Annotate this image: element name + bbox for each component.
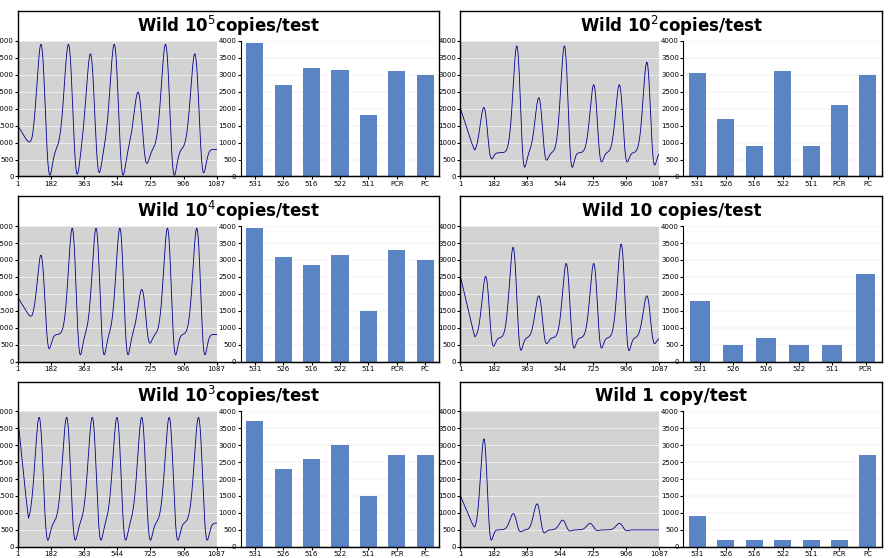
Text: Wild 1 copy/test: Wild 1 copy/test [595, 387, 748, 405]
Bar [717, 119, 734, 176]
Bar [723, 345, 743, 362]
Text: Wild 10$^{5}$copies/test: Wild 10$^{5}$copies/test [137, 14, 321, 38]
Bar [859, 75, 877, 176]
Bar [388, 71, 405, 176]
Bar [774, 71, 791, 176]
Bar [331, 255, 348, 362]
Bar [331, 70, 348, 176]
Text: Wild 10$^{4}$copies/test: Wild 10$^{4}$copies/test [137, 199, 321, 223]
Bar [690, 301, 710, 362]
Bar [689, 516, 706, 547]
Bar [859, 455, 877, 547]
Bar [360, 496, 377, 547]
Bar [246, 228, 263, 362]
Bar [246, 421, 263, 547]
Bar [303, 265, 320, 362]
Bar [789, 345, 809, 362]
Bar [417, 75, 434, 176]
Text: Wild 10$^{3}$copies/test: Wild 10$^{3}$copies/test [137, 384, 321, 408]
Bar [803, 540, 820, 547]
Bar [746, 540, 763, 547]
Bar [831, 540, 848, 547]
Bar [388, 455, 405, 547]
Bar [822, 345, 842, 362]
Text: Wild 10 copies/test: Wild 10 copies/test [582, 202, 761, 220]
Bar [274, 469, 291, 547]
Bar [274, 257, 291, 362]
Bar [303, 459, 320, 547]
Bar [831, 105, 848, 176]
Bar [717, 540, 734, 547]
Bar [303, 68, 320, 176]
Bar [417, 455, 434, 547]
Bar [689, 73, 706, 176]
Bar [360, 116, 377, 176]
Bar [746, 146, 763, 176]
Bar [331, 445, 348, 547]
Bar [774, 540, 791, 547]
Bar [803, 146, 820, 176]
Text: Wild 10$^{2}$copies/test: Wild 10$^{2}$copies/test [579, 14, 763, 38]
Bar [360, 311, 377, 362]
Bar [855, 273, 876, 362]
Bar [246, 42, 263, 176]
Bar [388, 250, 405, 362]
Bar [417, 260, 434, 362]
Bar [274, 85, 291, 176]
Bar [756, 338, 776, 362]
